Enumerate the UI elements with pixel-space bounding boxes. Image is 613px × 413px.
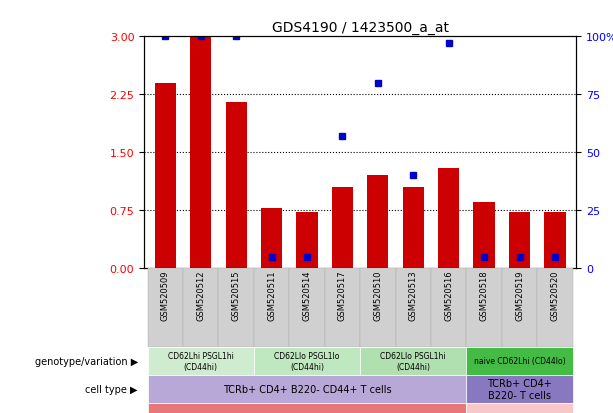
- Text: GSM520519: GSM520519: [515, 270, 524, 320]
- Text: 16-24 weeks: 16-24 weeks: [276, 412, 338, 413]
- Text: GSM520514: GSM520514: [302, 270, 311, 320]
- Bar: [466, 347, 573, 375]
- Bar: [395, 268, 431, 347]
- Text: TCRb+ CD4+ B220- CD44+ T cells: TCRb+ CD4+ B220- CD44+ T cells: [223, 384, 391, 394]
- Text: naive CD62Lhi (CD44lo): naive CD62Lhi (CD44lo): [474, 356, 565, 366]
- Text: GSM520516: GSM520516: [444, 270, 453, 320]
- Text: GSM520518: GSM520518: [479, 270, 489, 320]
- Text: GSM520510: GSM520510: [373, 270, 383, 320]
- Bar: [473, 203, 495, 268]
- Bar: [261, 208, 282, 268]
- Text: genotype/variation ▶: genotype/variation ▶: [35, 356, 138, 366]
- Bar: [466, 403, 573, 413]
- Bar: [537, 268, 573, 347]
- Text: GSM520511: GSM520511: [267, 270, 276, 320]
- Text: GSM520515: GSM520515: [232, 270, 241, 320]
- Bar: [254, 347, 360, 375]
- Bar: [367, 176, 389, 268]
- Text: age ▶: age ▶: [109, 412, 138, 413]
- Bar: [360, 268, 395, 347]
- Bar: [544, 213, 566, 268]
- Bar: [403, 188, 424, 268]
- Bar: [325, 268, 360, 347]
- Text: GSM520517: GSM520517: [338, 270, 347, 320]
- Bar: [190, 37, 211, 268]
- Text: cell type ▶: cell type ▶: [85, 384, 138, 394]
- Text: CD62Lhi PSGL1hi
(CD44hi): CD62Lhi PSGL1hi (CD44hi): [168, 351, 234, 370]
- Text: 6-8 weeks: 6-8 weeks: [495, 412, 544, 413]
- Text: CD62Llo PSGL1lo
(CD44hi): CD62Llo PSGL1lo (CD44hi): [274, 351, 340, 370]
- Text: GSM520520: GSM520520: [550, 270, 560, 320]
- Bar: [502, 268, 537, 347]
- Bar: [296, 213, 318, 268]
- Bar: [148, 375, 466, 403]
- Bar: [154, 83, 176, 268]
- Bar: [254, 268, 289, 347]
- Text: GSM520512: GSM520512: [196, 270, 205, 320]
- Bar: [148, 268, 183, 347]
- Bar: [183, 268, 218, 347]
- Bar: [148, 403, 466, 413]
- Bar: [218, 268, 254, 347]
- Text: CD62Llo PSGL1hi
(CD44hi): CD62Llo PSGL1hi (CD44hi): [381, 351, 446, 370]
- Bar: [360, 347, 466, 375]
- Bar: [509, 213, 530, 268]
- Bar: [226, 103, 247, 268]
- Text: GSM520509: GSM520509: [161, 270, 170, 320]
- Bar: [332, 188, 353, 268]
- Title: GDS4190 / 1423500_a_at: GDS4190 / 1423500_a_at: [272, 21, 449, 35]
- Bar: [466, 268, 502, 347]
- Text: GSM520513: GSM520513: [409, 270, 418, 320]
- Bar: [431, 268, 466, 347]
- Text: TCRb+ CD4+
B220- T cells: TCRb+ CD4+ B220- T cells: [487, 378, 552, 400]
- Bar: [289, 268, 325, 347]
- Bar: [466, 375, 573, 403]
- Bar: [438, 168, 459, 268]
- Bar: [148, 347, 254, 375]
